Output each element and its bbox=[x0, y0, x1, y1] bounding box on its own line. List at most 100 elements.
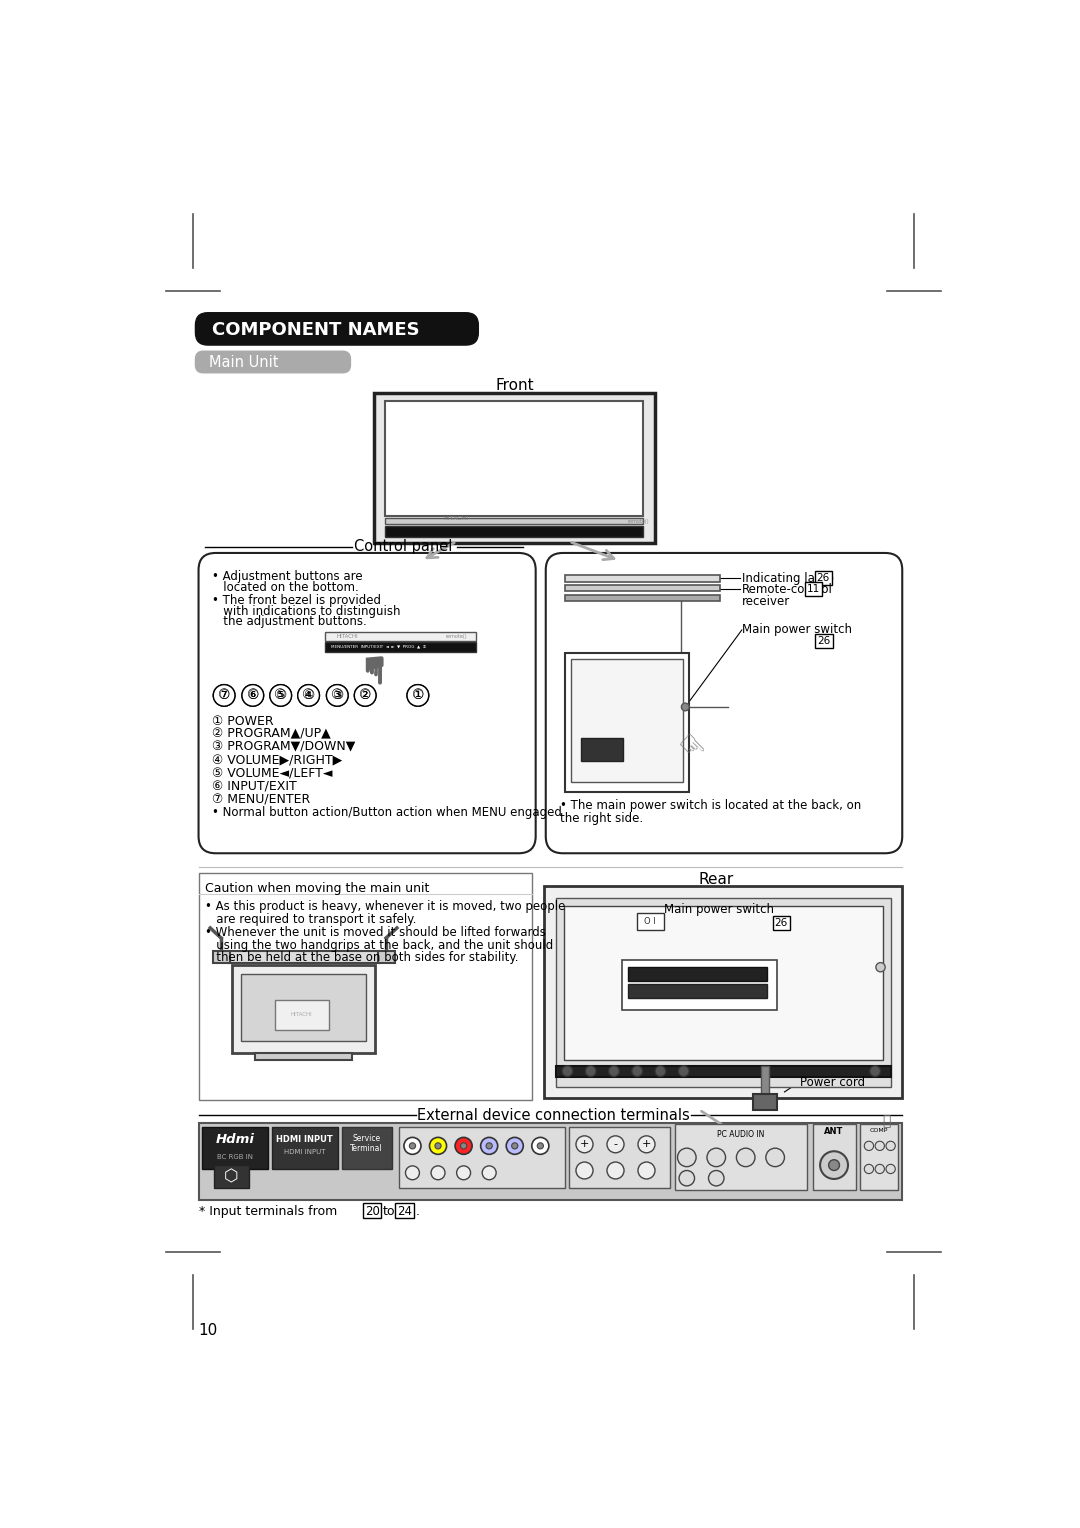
Bar bbox=[214, 1166, 248, 1189]
Bar bbox=[565, 594, 720, 601]
Text: • The main power switch is located at the back, on: • The main power switch is located at th… bbox=[559, 799, 861, 813]
Text: • Adjustment buttons are: • Adjustment buttons are bbox=[213, 570, 363, 582]
Bar bbox=[274, 999, 328, 1030]
Bar bbox=[675, 1125, 807, 1190]
Circle shape bbox=[608, 1067, 619, 1077]
Bar bbox=[622, 960, 777, 1010]
Bar bbox=[255, 1053, 352, 1059]
Text: ① POWER: ① POWER bbox=[213, 715, 274, 727]
Circle shape bbox=[576, 1135, 593, 1152]
Text: COMP: COMP bbox=[869, 1128, 888, 1132]
Text: +: + bbox=[642, 1140, 651, 1149]
Text: Remote-control: Remote-control bbox=[742, 582, 833, 596]
Text: ⑥: ⑥ bbox=[247, 689, 258, 701]
Circle shape bbox=[213, 685, 235, 706]
Text: ☛: ☛ bbox=[349, 656, 387, 689]
Bar bbox=[363, 1203, 381, 1218]
Circle shape bbox=[681, 703, 689, 711]
Circle shape bbox=[886, 1141, 895, 1151]
Bar bbox=[544, 886, 902, 1099]
Circle shape bbox=[537, 1143, 543, 1149]
Text: 10: 10 bbox=[199, 1323, 218, 1339]
Bar bbox=[761, 1067, 769, 1099]
Text: with indications to distinguish: with indications to distinguish bbox=[213, 605, 401, 617]
Circle shape bbox=[656, 1067, 666, 1077]
Text: ②: ② bbox=[359, 689, 372, 703]
Bar bbox=[627, 967, 768, 981]
Bar bbox=[342, 1126, 392, 1169]
Text: ④: ④ bbox=[303, 689, 314, 701]
Circle shape bbox=[354, 685, 376, 706]
Text: PC AUDIO IN: PC AUDIO IN bbox=[717, 1129, 765, 1138]
Circle shape bbox=[507, 1137, 524, 1154]
Bar bbox=[806, 582, 823, 596]
Bar bbox=[556, 898, 891, 1086]
Circle shape bbox=[407, 685, 429, 706]
Circle shape bbox=[270, 685, 292, 706]
Bar bbox=[399, 1126, 565, 1189]
Circle shape bbox=[326, 685, 348, 706]
Text: the right side.: the right side. bbox=[559, 813, 643, 825]
Text: Main power switch: Main power switch bbox=[742, 623, 852, 637]
Circle shape bbox=[407, 685, 429, 706]
Text: HDMI INPUT: HDMI INPUT bbox=[276, 1135, 333, 1144]
Circle shape bbox=[678, 1067, 689, 1077]
Text: • Normal button action/Button action when MENU engaged: • Normal button action/Button action whe… bbox=[213, 807, 563, 819]
Text: 20: 20 bbox=[365, 1204, 379, 1218]
Circle shape bbox=[820, 1151, 848, 1180]
Text: the adjustment buttons.: the adjustment buttons. bbox=[213, 616, 367, 628]
Bar bbox=[199, 872, 531, 1100]
Text: HITACHI: HITACHI bbox=[337, 634, 359, 639]
Text: BC RGB IN: BC RGB IN bbox=[217, 1155, 253, 1160]
Text: Main Unit: Main Unit bbox=[210, 356, 279, 370]
Text: ③ PROGRAM▼/DOWN▼: ③ PROGRAM▼/DOWN▼ bbox=[213, 741, 356, 753]
Text: ⑤: ⑤ bbox=[274, 689, 287, 703]
Bar bbox=[213, 950, 230, 963]
Circle shape bbox=[242, 685, 264, 706]
Text: External device connection terminals: External device connection terminals bbox=[417, 1108, 690, 1123]
Circle shape bbox=[638, 1135, 656, 1152]
Text: 26: 26 bbox=[816, 573, 829, 584]
Bar bbox=[564, 906, 882, 1059]
Bar bbox=[272, 1126, 338, 1169]
Bar bbox=[386, 400, 644, 516]
Circle shape bbox=[677, 1148, 697, 1167]
Text: ①: ① bbox=[413, 689, 423, 701]
Bar bbox=[569, 1126, 670, 1189]
Bar bbox=[773, 917, 789, 931]
Text: ⑦ MENU/ENTER: ⑦ MENU/ENTER bbox=[213, 793, 311, 807]
Circle shape bbox=[607, 1135, 624, 1152]
Bar bbox=[571, 659, 683, 782]
Bar bbox=[637, 914, 664, 931]
Text: • As this product is heavy, whenever it is moved, two people: • As this product is heavy, whenever it … bbox=[205, 900, 565, 914]
Text: COMPONENT NAMES: COMPONENT NAMES bbox=[213, 321, 420, 339]
Bar bbox=[199, 1123, 902, 1199]
Circle shape bbox=[481, 1137, 498, 1154]
Circle shape bbox=[270, 685, 292, 706]
Circle shape bbox=[298, 685, 320, 706]
Circle shape bbox=[585, 1067, 596, 1077]
Text: -: - bbox=[613, 1140, 618, 1149]
Circle shape bbox=[486, 1143, 492, 1149]
Bar bbox=[232, 964, 375, 1053]
Text: using the two handgrips at the back, and the unit should: using the two handgrips at the back, and… bbox=[205, 938, 553, 952]
Text: ⑦: ⑦ bbox=[218, 689, 230, 701]
Text: * Input terminals from: * Input terminals from bbox=[199, 1204, 337, 1218]
Text: ANT: ANT bbox=[824, 1128, 843, 1137]
Text: to: to bbox=[383, 1204, 395, 1218]
Text: receiver: receiver bbox=[742, 594, 791, 608]
Bar bbox=[814, 571, 832, 585]
Bar bbox=[581, 738, 623, 761]
Text: located on the bottom.: located on the bottom. bbox=[213, 581, 360, 594]
Circle shape bbox=[354, 685, 376, 706]
Bar bbox=[386, 518, 644, 524]
Circle shape bbox=[576, 1161, 593, 1180]
Circle shape bbox=[869, 1067, 880, 1077]
Circle shape bbox=[864, 1164, 874, 1174]
Bar bbox=[325, 642, 476, 651]
Circle shape bbox=[213, 685, 235, 706]
Circle shape bbox=[242, 685, 264, 706]
Bar bbox=[241, 975, 366, 1041]
Text: HITACHI: HITACHI bbox=[291, 1013, 312, 1018]
Text: 11: 11 bbox=[807, 584, 821, 594]
